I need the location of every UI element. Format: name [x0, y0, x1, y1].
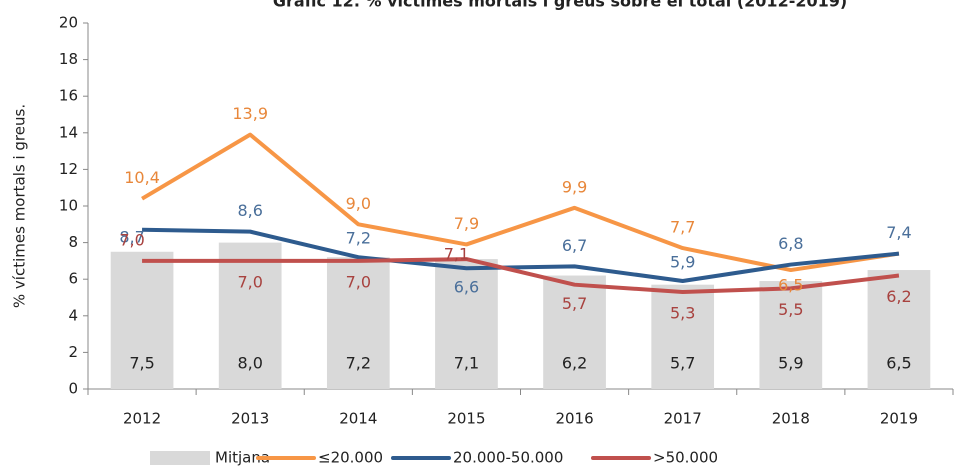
data-label: 5,7	[670, 354, 695, 373]
y-tick-label: 4	[68, 306, 78, 324]
bar	[326, 257, 390, 389]
data-label: 7,1	[444, 245, 469, 264]
legend-label: 20.000-50.000	[453, 449, 563, 467]
x-tick-label: 2018	[772, 410, 810, 428]
data-label: 7,5	[129, 354, 154, 373]
x-tick-label: 2014	[339, 410, 377, 428]
bar	[435, 259, 498, 389]
data-label: 8,0	[237, 354, 262, 373]
y-tick-label: 18	[59, 50, 78, 68]
data-label: 5,3	[670, 304, 695, 323]
data-label: 10,4	[124, 168, 160, 187]
legend-label: Mitjana	[215, 449, 270, 467]
y-tick-label: 6	[68, 270, 78, 288]
data-label: 7,0	[119, 230, 144, 249]
data-label: 9,9	[562, 177, 587, 196]
x-tick-label: 2016	[555, 410, 593, 428]
bar	[218, 242, 282, 389]
data-label: 8,6	[237, 201, 262, 220]
data-label: 13,9	[232, 104, 268, 123]
data-label: 6,5	[778, 276, 803, 295]
bar	[651, 284, 715, 389]
bar	[110, 251, 174, 389]
y-tick-label: 20	[59, 14, 78, 32]
data-label: 7,2	[346, 354, 371, 373]
x-tick-label: 2012	[123, 410, 161, 428]
bar	[867, 270, 931, 389]
x-tick-label: 2019	[880, 410, 918, 428]
legend-label: >50.000	[653, 449, 718, 467]
data-label: 6,2	[562, 354, 587, 373]
y-tick-label: 16	[59, 87, 78, 105]
data-label: 5,9	[670, 253, 695, 272]
data-label: 7,0	[237, 272, 262, 291]
x-tick-label: 2017	[664, 410, 702, 428]
chart-title: Gràfic 12. % víctimes mortals i greus so…	[273, 0, 847, 11]
y-axis-label: % víctimes mortals i greus.	[11, 104, 29, 308]
legend-label: ≤20.000	[318, 449, 383, 467]
x-tick-label: 2013	[231, 410, 269, 428]
y-tick-label: 2	[68, 343, 78, 361]
data-label: 8,7	[119, 227, 144, 246]
data-label: 7,9	[454, 214, 479, 233]
data-label: 6,6	[454, 278, 479, 297]
x-tick-label: 2015	[447, 410, 485, 428]
bar	[759, 281, 823, 389]
y-tick-label: 12	[59, 160, 78, 178]
y-tick-label: 8	[68, 233, 78, 251]
line-series	[142, 257, 900, 295]
data-label: 6,7	[562, 236, 587, 255]
data-label: 5,7	[562, 294, 587, 313]
data-label: 7,2	[346, 229, 371, 248]
bar	[543, 275, 606, 389]
legend-swatch	[150, 451, 210, 465]
data-label: 7,7	[670, 218, 695, 237]
data-label: 6,2	[886, 287, 911, 306]
data-label: 9,0	[346, 194, 371, 213]
data-label: 5,9	[778, 354, 803, 373]
y-tick-label: 14	[59, 123, 78, 141]
data-label: 7,1	[454, 354, 479, 373]
data-label: 6,8	[778, 234, 803, 253]
data-label: 7,4	[886, 223, 911, 242]
data-label: 7,0	[346, 272, 371, 291]
data-label: 5,5	[778, 300, 803, 319]
y-tick-label: 10	[59, 197, 78, 215]
line-series	[142, 227, 900, 284]
data-label: 6,5	[886, 354, 911, 373]
y-tick-label: 0	[68, 380, 78, 398]
